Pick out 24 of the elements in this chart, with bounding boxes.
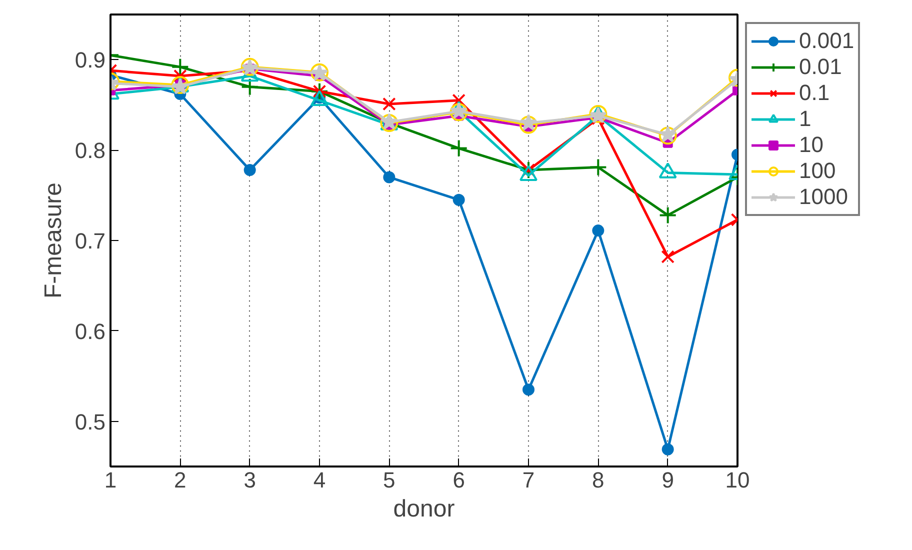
x-axis-title: donor [393, 496, 455, 522]
x-tick-label: 4 [313, 468, 326, 492]
legend-label: 1 [799, 106, 812, 132]
x-tick-label: 5 [383, 468, 396, 492]
legend-label: 0.001 [799, 28, 854, 54]
x-tick-label: 1 [104, 468, 117, 492]
legend-label: 100 [799, 158, 836, 184]
y-tick-label: 0.7 [74, 228, 106, 254]
legend-label: 10 [799, 132, 824, 158]
x-tick-label: 3 [244, 468, 256, 492]
legend-label: 0.01 [799, 54, 842, 80]
x-tick-label: 6 [452, 468, 465, 492]
legend-label: 0.1 [799, 80, 830, 106]
y-tick-label: 0.6 [74, 318, 106, 344]
x-tick-label: 10 [725, 468, 750, 492]
y-tick-label: 0.9 [74, 48, 106, 73]
y-axis-title: F-measure [40, 182, 67, 299]
x-tick-label: 9 [662, 468, 674, 492]
x-tick-label: 7 [522, 468, 535, 492]
y-tick-label: 0.5 [74, 409, 106, 434]
x-tick-label: 8 [592, 468, 604, 492]
x-tick-label: 2 [174, 468, 186, 492]
y-tick-label: 0.8 [74, 138, 106, 164]
legend-label: 1000 [799, 184, 848, 210]
